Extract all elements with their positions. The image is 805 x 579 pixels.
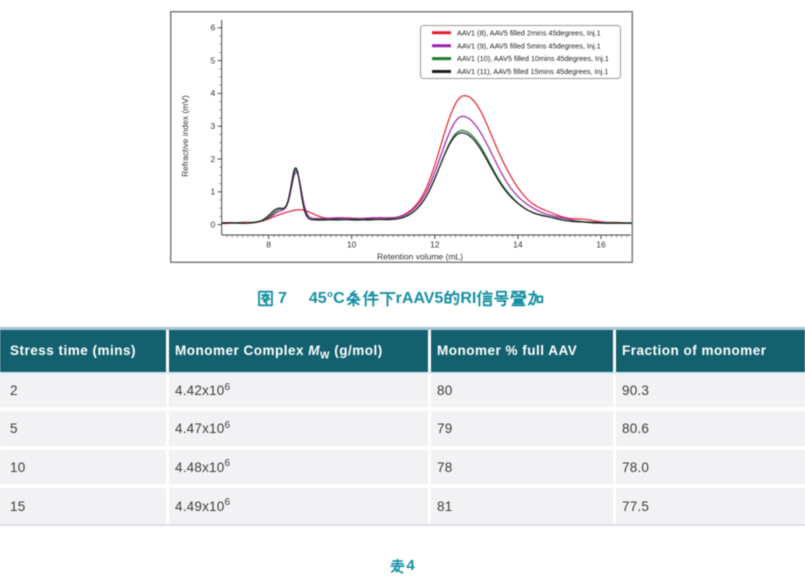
svg-text:6: 6 bbox=[210, 23, 215, 33]
svg-text:Retention volume (mL): Retention volume (mL) bbox=[377, 252, 463, 262]
svg-text:0: 0 bbox=[210, 219, 215, 229]
svg-text:AAV1 (8), AAV5 filled 2mins 45: AAV1 (8), AAV5 filled 2mins 45degrees, I… bbox=[457, 28, 601, 37]
svg-text:1: 1 bbox=[210, 187, 215, 197]
svg-text:8: 8 bbox=[266, 240, 271, 250]
svg-text:10: 10 bbox=[347, 240, 357, 250]
svg-text:12: 12 bbox=[430, 240, 440, 250]
svg-text:14: 14 bbox=[513, 240, 523, 250]
svg-text:AAV1 (9), AAV5 filled 5mins 45: AAV1 (9), AAV5 filled 5mins 45degrees, I… bbox=[457, 41, 601, 50]
svg-text:AAV1 (11), AAV5 filled 15mins: AAV1 (11), AAV5 filled 15mins 45degrees,… bbox=[457, 67, 608, 76]
svg-text:2: 2 bbox=[210, 154, 215, 164]
svg-text:5: 5 bbox=[210, 55, 215, 65]
svg-text:Refractive index (mV): Refractive index (mV) bbox=[180, 95, 190, 177]
svg-text:AAV1 (10), AAV5 filled 10mins: AAV1 (10), AAV5 filled 10mins 45degrees,… bbox=[457, 54, 609, 63]
svg-text:3: 3 bbox=[210, 121, 215, 131]
svg-text:4: 4 bbox=[210, 88, 215, 98]
svg-text:16: 16 bbox=[596, 240, 606, 250]
